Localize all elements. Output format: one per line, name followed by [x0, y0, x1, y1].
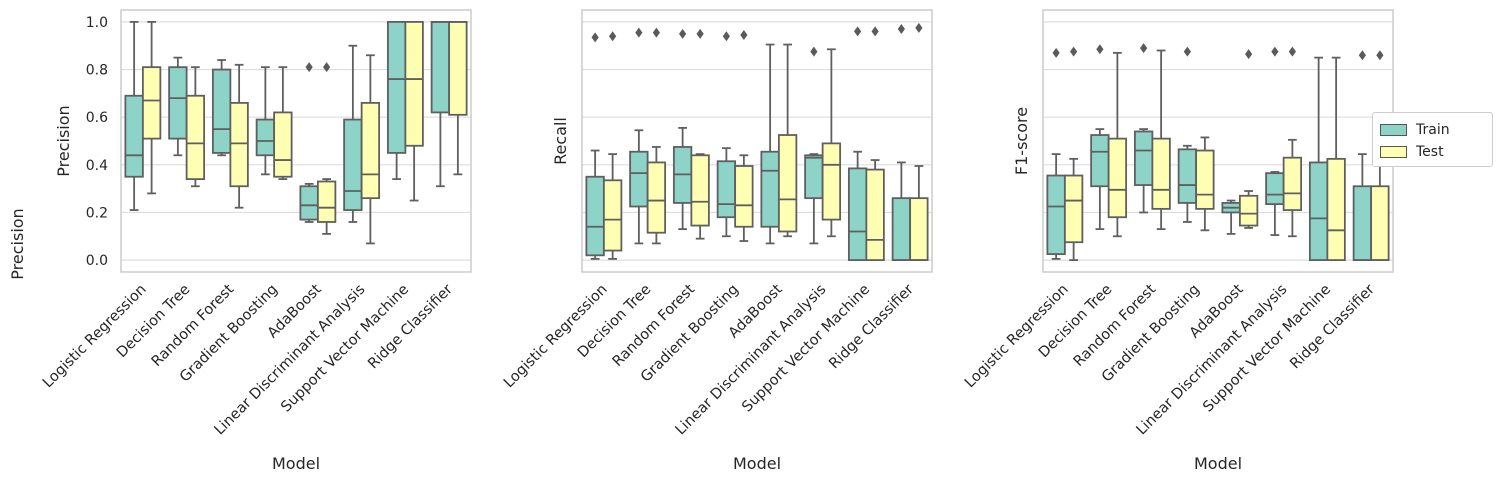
box-1-test-6 — [865, 168, 885, 261]
box-2-test-3 — [1195, 149, 1215, 210]
box-2-train-5 — [1265, 172, 1285, 206]
ylabel-0: Precision — [54, 105, 73, 176]
box-0-test-4 — [316, 180, 337, 223]
legend: Train Test — [1372, 112, 1493, 167]
box-0-train-6 — [386, 21, 407, 154]
flier-1-train-3-0 — [722, 31, 730, 42]
legend-label-train: Train — [1416, 122, 1450, 138]
box-2-train-2 — [1133, 130, 1154, 186]
flier-2-train-5-0 — [1271, 46, 1279, 57]
xtick-label-0-7: Ridge Classifier — [365, 281, 456, 372]
box-0-test-5 — [360, 101, 381, 200]
box-1-test-2 — [690, 154, 710, 227]
flier-2-train-3-0 — [1183, 46, 1191, 57]
ytick-label-0-2: 0.4 — [86, 158, 108, 174]
box-2-test-0 — [1063, 174, 1084, 244]
flier-1-test-0-0 — [609, 31, 617, 42]
axes-frame-0 — [120, 9, 472, 273]
box-0-test-3 — [273, 111, 293, 178]
box-0-train-5 — [343, 118, 363, 211]
ytick-label-0-4: 0.8 — [86, 63, 108, 79]
box-2-test-7 — [1370, 185, 1390, 261]
flier-2-test-7-0 — [1376, 50, 1384, 61]
xtick-label-2-7: Ridge Classifier — [1287, 281, 1378, 372]
ytick-label-0-3: 0.6 — [86, 110, 108, 126]
flier-1-test-1-0 — [652, 27, 660, 38]
box-2-test-6 — [1326, 157, 1346, 261]
box-1-test-3 — [734, 165, 754, 228]
flier-2-train-7-0 — [1358, 50, 1366, 61]
box-0-test-1 — [185, 94, 206, 181]
flier-2-test-5-0 — [1288, 46, 1296, 57]
box-1-test-5 — [821, 142, 842, 221]
flier-1-test-2-0 — [696, 28, 704, 39]
legend-item-test: Test — [1380, 142, 1444, 162]
box-2-test-1 — [1107, 137, 1128, 219]
axes-frame-1 — [581, 9, 933, 273]
legend-swatch-train — [1380, 124, 1407, 136]
box-0-test-6 — [404, 21, 424, 147]
box-0-train-7 — [430, 21, 451, 114]
box-0-train-3 — [255, 118, 276, 157]
box-2-train-1 — [1090, 134, 1110, 188]
flier-1-train-2-0 — [679, 28, 687, 39]
flier-0-train-4-0 — [305, 62, 313, 73]
box-1-train-1 — [629, 150, 649, 208]
box-0-test-2 — [229, 101, 249, 188]
ytick-label-0-0: 0.0 — [86, 253, 108, 269]
box-2-test-2 — [1151, 137, 1171, 210]
xlabel-1: Model — [733, 454, 781, 473]
box-0-train-1 — [168, 66, 188, 140]
box-2-train-0 — [1046, 174, 1066, 256]
box-1-test-0 — [602, 179, 623, 252]
box-2-test-4 — [1238, 194, 1259, 227]
box-0-train-2 — [211, 68, 232, 154]
flier-1-train-7-0 — [897, 24, 905, 35]
box-1-train-7 — [891, 197, 912, 261]
flier-1-train-0-0 — [591, 32, 599, 43]
box-0-train-0 — [124, 94, 144, 178]
box-2-train-6 — [1308, 161, 1329, 261]
flier-1-test-7-0 — [915, 22, 923, 33]
flier-1-train-6-0 — [854, 26, 862, 37]
flier-1-train-5-0 — [810, 46, 818, 57]
flier-2-train-2-0 — [1140, 43, 1148, 54]
box-1-train-4 — [760, 150, 780, 228]
xlabel-0: Model — [272, 454, 320, 473]
legend-item-train: Train — [1380, 120, 1450, 140]
figure-ylabel: Precision — [8, 208, 27, 279]
ylabel-1: Recall — [551, 117, 570, 165]
ytick-label-0-1: 0.2 — [86, 205, 108, 221]
legend-label-test: Test — [1416, 144, 1444, 160]
flier-2-test-4-0 — [1245, 49, 1253, 60]
box-1-train-0 — [585, 175, 605, 257]
box-1-test-1 — [646, 161, 667, 234]
box-2-train-3 — [1177, 148, 1198, 204]
box-1-test-7 — [909, 197, 929, 261]
box-1-train-5 — [804, 154, 824, 200]
box-1-train-3 — [716, 160, 737, 219]
flier-2-test-0-0 — [1070, 46, 1078, 57]
flier-1-train-1-0 — [635, 27, 643, 38]
flier-1-test-6-0 — [871, 26, 879, 37]
flier-2-train-0-0 — [1052, 47, 1060, 58]
box-0-train-4 — [299, 185, 319, 221]
box-2-test-5 — [1282, 156, 1303, 211]
xtick-label-1-7: Ridge Classifier — [826, 281, 917, 372]
flier-0-test-4-0 — [323, 62, 331, 73]
flier-2-train-1-0 — [1096, 44, 1104, 55]
ytick-label-0-5: 1.0 — [86, 15, 108, 31]
box-0-test-0 — [141, 66, 162, 140]
xlabel-2: Model — [1194, 454, 1242, 473]
box-2-train-7 — [1352, 185, 1373, 261]
flier-1-test-3-0 — [740, 30, 748, 41]
ylabel-2: F1-score — [1012, 107, 1031, 175]
box-1-test-4 — [777, 134, 798, 233]
box-1-train-6 — [847, 167, 868, 261]
box-0-test-7 — [448, 21, 468, 116]
legend-swatch-test — [1380, 146, 1407, 158]
